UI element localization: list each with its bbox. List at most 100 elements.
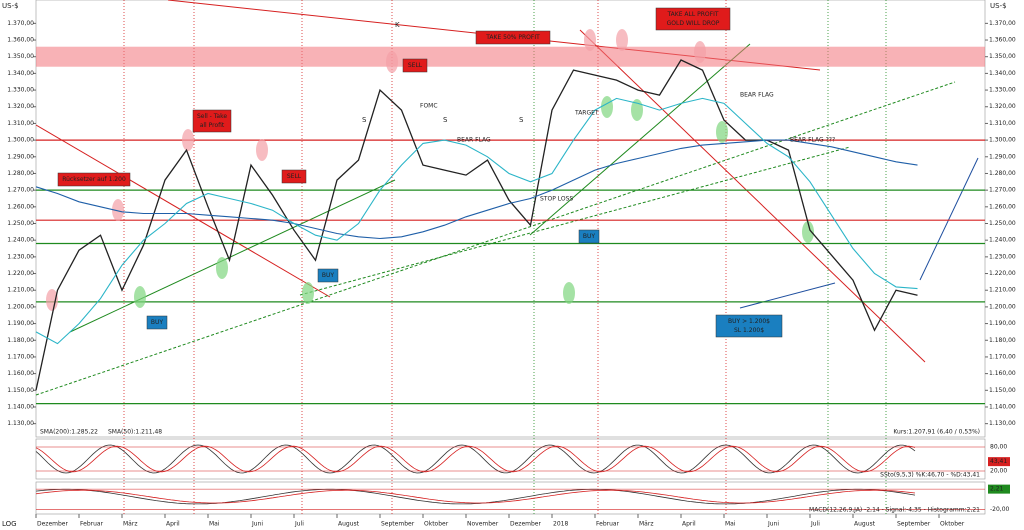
annotation-text: BUY [151, 319, 164, 326]
y-tick-label: 1.150,00 [7, 387, 34, 394]
y-tick-label: 1.220,00 [7, 270, 34, 277]
y-tick-label: 1.270,00 [7, 187, 34, 194]
annotation-text: all Profit [200, 122, 225, 129]
x-tick-label: Juni [767, 521, 779, 528]
annotation-text: BUY [322, 272, 335, 279]
y-tick-label: 1.260,00 [989, 203, 1016, 210]
y-tick-label: 1.130,00 [989, 420, 1016, 427]
x-tick-label: August [338, 521, 360, 528]
y-tick-label: 1.210,00 [7, 287, 34, 294]
y-tick-label: 1.360,00 [7, 37, 34, 44]
x-tick-label: September [897, 521, 931, 528]
y-tick-label: 1.200,00 [7, 303, 34, 310]
x-tick-label: April [166, 521, 180, 528]
indicator-signal [35, 445, 916, 473]
annotation-text: BUY [583, 233, 596, 240]
sma-line [35, 139, 918, 240]
y-tick-label: 1.140,00 [989, 403, 1016, 410]
x-tick-label: Mai [209, 521, 220, 528]
annotation-text: Sell - Take [197, 113, 227, 120]
indicator-line [35, 488, 916, 505]
highlight [182, 129, 194, 151]
annotation-text: SELL [287, 173, 302, 180]
y-tick-label: 1.230,00 [7, 253, 34, 260]
highlight [563, 282, 575, 304]
y-tick-label: 1.180,00 [7, 337, 34, 344]
highlight [216, 257, 228, 279]
y-tick-label: 1.230,00 [989, 253, 1016, 260]
y-tick-label: 1.190,00 [7, 320, 34, 327]
x-tick-label: November [467, 521, 499, 528]
x-tick-label: April [682, 521, 696, 528]
highlight [616, 29, 628, 51]
annotation-text: STOP LOSS [540, 196, 573, 203]
value-box [988, 457, 1010, 467]
y-tick-label: 1.190,00 [989, 320, 1016, 327]
annotation-box [578, 229, 600, 244]
y-tick-label: 1.340,00 [7, 70, 34, 77]
panel-tick-label: 80,00 [990, 444, 1007, 451]
y-tick-label: 1.160,00 [989, 370, 1016, 377]
price-line [35, 59, 918, 391]
y-tick-label: 1.270,00 [989, 187, 1016, 194]
annotation-text: FOMC [420, 103, 438, 110]
annotation-text: K [395, 21, 400, 29]
highlight [584, 29, 596, 51]
plot-frame [35, 0, 986, 438]
stoch-frame [35, 438, 986, 480]
highlight [694, 41, 706, 63]
y-tick-label: 1.260,00 [7, 203, 34, 210]
y-tick-label: 1.300,00 [7, 137, 34, 144]
y-tick-label: 1.240,00 [7, 237, 34, 244]
annotation-box [475, 30, 551, 45]
annotation-box [146, 315, 168, 330]
y-tick-label: 1.170,00 [7, 353, 34, 360]
y-tick-label: 1.250,00 [7, 220, 34, 227]
annotation-text: S [362, 116, 367, 124]
annotation-text: BEAR FLAG [740, 92, 774, 99]
panel-tick-label: 2,21 [990, 486, 1004, 493]
y-tick-label: 1.320,00 [989, 103, 1016, 110]
y-tick-label: 1.280,00 [989, 170, 1016, 177]
annotation-box [655, 7, 731, 31]
value-box [988, 484, 1010, 494]
legend-entry: SMA(200):1.285,22 [40, 429, 98, 436]
x-tick-label: Oktober [424, 521, 449, 528]
annotation-text: BEAR FLAG ??? [790, 137, 835, 144]
panel-tick-label: -20,00 [990, 506, 1010, 513]
annotation-text: TAKE 50% PROFIT [485, 34, 540, 41]
indicator-line [35, 444, 916, 474]
y-tick-label: 1.210,00 [989, 287, 1016, 294]
y-tick-label: 1.370,00 [7, 20, 34, 27]
highlight [716, 121, 728, 143]
y-tick-label: 1.220,00 [989, 270, 1016, 277]
highlight [802, 221, 814, 243]
resistance-zone [36, 46, 985, 67]
y-tick-label: 1.140,00 [7, 403, 34, 410]
x-tick-label: August [854, 521, 876, 528]
x-tick-label: März [639, 521, 653, 528]
annotation-text: TARGET [574, 110, 599, 117]
annotation-text: BUY > 1.200$ [728, 318, 770, 325]
x-tick-label: Dezember [510, 521, 541, 528]
y-tick-label: 1.320,00 [7, 103, 34, 110]
x-tick-label: Oktober [940, 521, 965, 528]
annotation-text: BEAR FLAG [457, 137, 491, 144]
annotation-text: Rücksetzer auf 1.200 [62, 176, 126, 183]
y-tick-label: 1.200,00 [989, 303, 1016, 310]
panel-tick-label: 43,41 [990, 458, 1007, 465]
x-tick-label: 2018 [553, 521, 568, 528]
x-tick-label: Juli [294, 521, 304, 528]
y-tick-label: 1.150,00 [989, 387, 1016, 394]
annotation-box [715, 314, 783, 338]
annotation-text: SL 1.200$ [734, 327, 764, 334]
legend-entry: SMA(50):1.211,48 [108, 429, 162, 436]
y-tick-label: 1.300,00 [989, 137, 1016, 144]
x-tick-label: Mai [725, 521, 736, 528]
macd-frame [35, 481, 986, 515]
x-tick-label: Dezember [37, 521, 68, 528]
scale-label: LOG [2, 520, 17, 528]
x-tick-label: März [123, 521, 137, 528]
